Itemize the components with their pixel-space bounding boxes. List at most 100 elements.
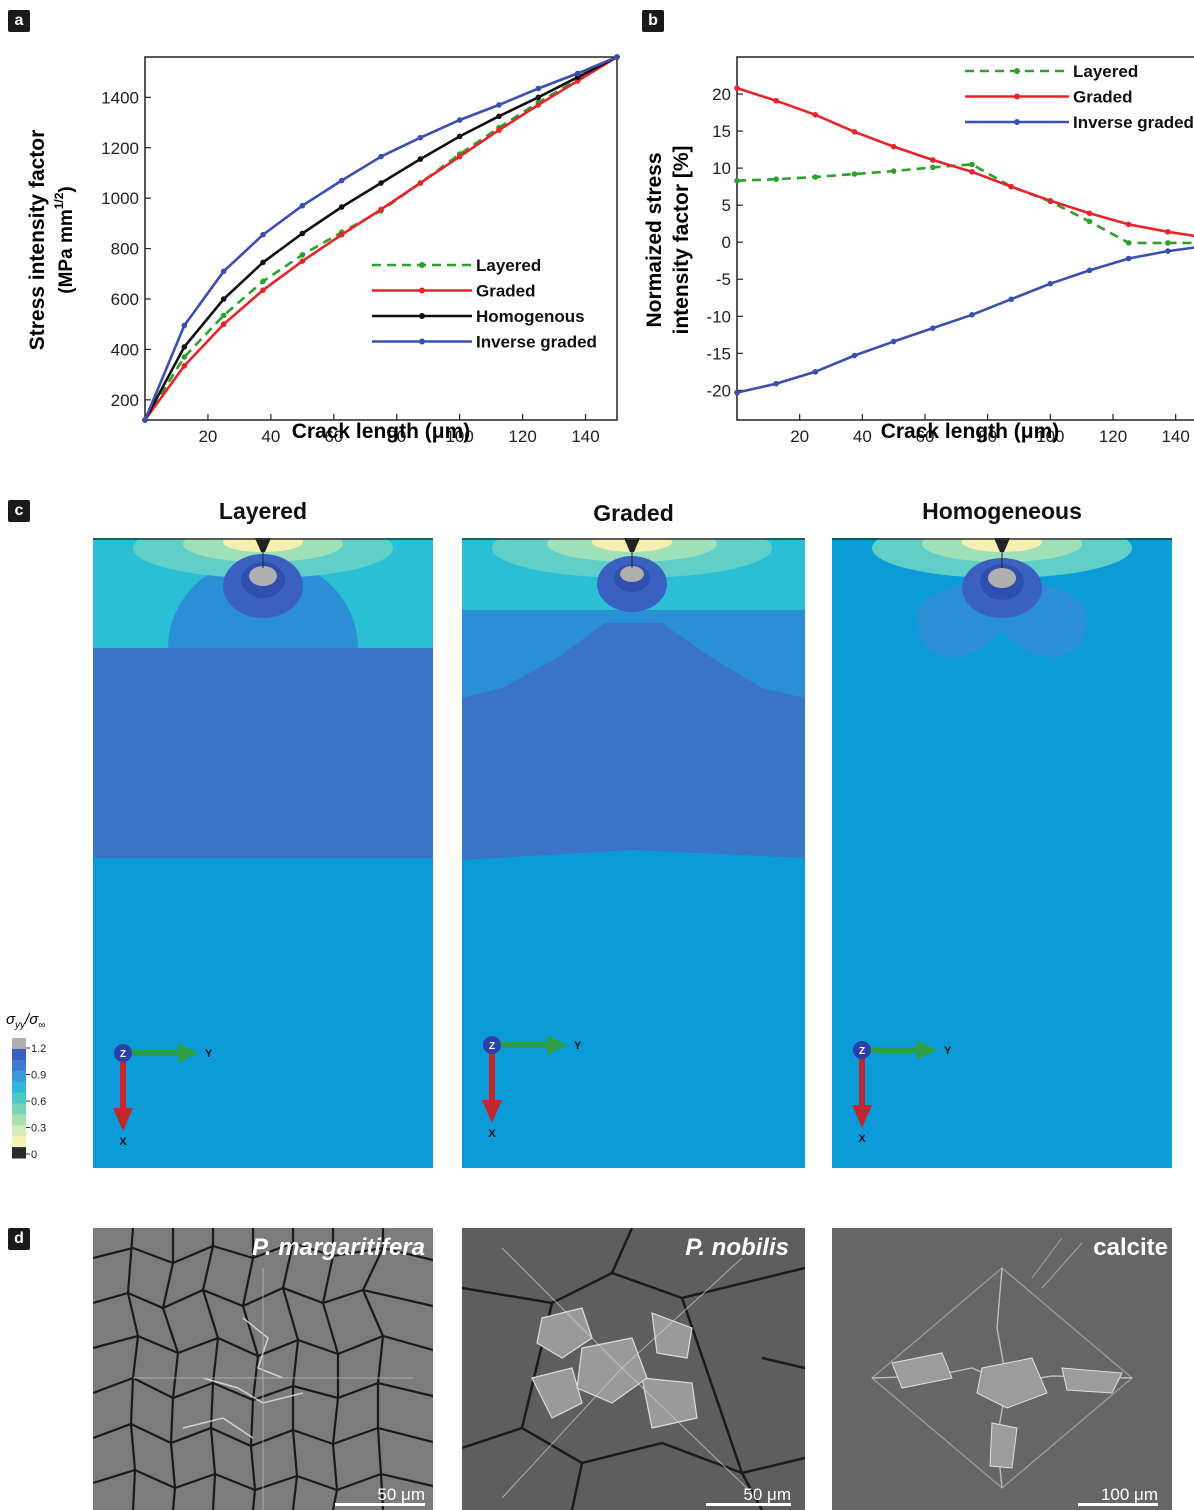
chart-b-ytick-label: -10 bbox=[706, 307, 731, 326]
colorbar-tick-label: 0.3 bbox=[31, 1123, 46, 1135]
chart-a-ytick-label: 200 bbox=[111, 391, 139, 410]
chart-b-point-graded bbox=[930, 157, 936, 163]
stress-colorbar: σyy/σ∞ 1.2 0.9 0.6 0.3 0 bbox=[6, 1011, 46, 1161]
fea-title-layered: Layered bbox=[218, 498, 308, 524]
chart-a-point-homogenous bbox=[456, 133, 463, 140]
svg-text:Z: Z bbox=[120, 1049, 126, 1060]
chart-b-point-inverse-graded bbox=[851, 352, 858, 359]
chart-a-point-inverse-graded bbox=[378, 153, 384, 160]
scalebar-nobilis: 50 μm bbox=[706, 1485, 791, 1506]
chart-b-point-inverse-graded bbox=[773, 380, 779, 387]
chart-b-point-inverse-graded bbox=[930, 325, 936, 331]
chart-b-ytick-label: 5 bbox=[722, 196, 731, 215]
chart-a-point-graded bbox=[535, 102, 542, 108]
chart-a-point-homogenous bbox=[496, 113, 502, 120]
chart-b-point-inverse-graded bbox=[1008, 296, 1014, 303]
chart-a-ylabel-line1: Stress intensity factor bbox=[26, 130, 49, 351]
fea-title-homogeneous: Homogeneous bbox=[922, 498, 1082, 524]
chart-a-point-layered bbox=[260, 278, 266, 285]
chart-b-point-graded bbox=[773, 97, 779, 104]
colorbar-swatch bbox=[12, 1114, 26, 1126]
chart-b-point-inverse-graded bbox=[1086, 267, 1093, 274]
chart-a-xtick-label: 140 bbox=[571, 427, 599, 446]
axis-triad-layered: Z Y X bbox=[113, 1043, 213, 1148]
scalebar-margaritifera: 50 μm bbox=[335, 1485, 425, 1506]
chart-a-point-homogenous bbox=[181, 344, 188, 350]
chart-a-legend-label-inverse-graded: Inverse graded bbox=[476, 333, 597, 352]
chart-a-ytick-label: 400 bbox=[111, 340, 139, 359]
chart-a-point-graded bbox=[181, 363, 188, 369]
chart-a-plot-area bbox=[144, 56, 618, 421]
axis-triad-homogeneous: Z Y X bbox=[852, 1040, 952, 1145]
chart-a-ytick-label: 1400 bbox=[101, 88, 139, 107]
colorbar-swatch bbox=[12, 1136, 26, 1148]
chart-b-plot-area bbox=[736, 56, 1194, 421]
chart-a-xtick-label: 40 bbox=[261, 427, 280, 446]
chart-a-point-inverse-graded bbox=[220, 268, 227, 275]
chart-b-ytick-label: 0 bbox=[722, 233, 731, 252]
sem-label-margaritifera: P. margaritifera bbox=[252, 1234, 425, 1261]
axis-triad-graded: Z Y X bbox=[482, 1035, 582, 1140]
chart-a-point-inverse-graded bbox=[614, 54, 620, 60]
chart-b-point-layered bbox=[930, 164, 936, 171]
chart-a-legend-marker-homogenous bbox=[419, 313, 425, 319]
chart-a-xlabel: Crack length (μm) bbox=[292, 420, 471, 443]
sem-nobilis: P. nobilis 50 μm bbox=[462, 1228, 805, 1510]
chart-a-ytick-label: 1000 bbox=[101, 189, 139, 208]
sem-label-nobilis: P. nobilis bbox=[685, 1234, 789, 1261]
chart-b-series-inverse-graded bbox=[736, 246, 1194, 394]
chart-b-ylabel-line2: intensity factor [%] bbox=[670, 145, 693, 334]
chart-a-legend-label-homogenous: Homogenous bbox=[476, 307, 585, 326]
chart-a-xtick-label: 60 bbox=[324, 427, 343, 446]
chart-b-point-layered bbox=[773, 176, 779, 183]
chart-a-xtick-label: 100 bbox=[445, 427, 473, 446]
colorbar-swatch bbox=[12, 1092, 26, 1104]
chart-a-point-inverse-graded bbox=[181, 322, 188, 329]
chart-a-point-graded bbox=[496, 127, 502, 133]
chart-b-series-layered bbox=[736, 163, 1194, 245]
svg-text:Y: Y bbox=[944, 1045, 952, 1057]
chart-b-point-layered bbox=[1125, 240, 1132, 246]
svg-text:X: X bbox=[488, 1128, 496, 1140]
chart-a-xtick-label: 120 bbox=[508, 427, 536, 446]
sem-margaritifera: P. margaritifera 50 μm bbox=[93, 1228, 433, 1510]
fea-graded: Z Y X bbox=[462, 538, 805, 1168]
sem-label-calcite: calcite bbox=[1093, 1234, 1168, 1261]
colorbar-tick-label: 0.9 bbox=[31, 1070, 46, 1082]
chart-b-point-graded bbox=[1165, 229, 1171, 235]
chart-b-point-layered bbox=[734, 177, 740, 184]
chart-b-ytick-label: -20 bbox=[706, 381, 731, 400]
chart-a-point-homogenous bbox=[220, 296, 227, 302]
chart-b-legend-label-inverse-graded: Inverse graded bbox=[1073, 113, 1194, 132]
chart-a-point-homogenous bbox=[299, 230, 306, 237]
colorbar-swatch bbox=[12, 1103, 26, 1115]
chart-b-point-layered bbox=[1165, 240, 1171, 246]
chart-a-point-inverse-graded bbox=[456, 117, 463, 123]
colorbar-swatch bbox=[12, 1059, 26, 1072]
scalebar-calcite: 100 μm bbox=[1078, 1485, 1158, 1506]
chart-a-xtick-label: 80 bbox=[387, 427, 406, 446]
chart-b-point-inverse-graded bbox=[1125, 255, 1132, 262]
chart-a-ylabel-line2: (MPa mm1/2) bbox=[52, 186, 77, 293]
chart-b-point-layered bbox=[969, 161, 975, 168]
chart-b-xtick-label: 40 bbox=[853, 427, 872, 446]
chart-a-point-layered bbox=[220, 312, 227, 319]
chart-b-point-graded bbox=[734, 85, 740, 91]
colorbar-tick-label: 1.2 bbox=[31, 1043, 46, 1055]
chart-b-point-graded bbox=[812, 111, 819, 118]
chart-b-point-inverse-graded bbox=[812, 369, 819, 375]
colorbar-tick-label: 0.6 bbox=[31, 1096, 46, 1108]
chart-a-xtick-label: 20 bbox=[198, 427, 217, 446]
chart-a-point-homogenous bbox=[378, 180, 384, 186]
chart-a-legend-label-layered: Layered bbox=[476, 256, 541, 275]
chart-a-point-graded bbox=[260, 287, 266, 293]
chart-a-point-layered bbox=[181, 354, 188, 360]
chart-a-point-graded bbox=[338, 231, 345, 238]
fea-layered: Z Y X bbox=[93, 538, 433, 1168]
svg-text:Y: Y bbox=[574, 1040, 582, 1052]
chart-b-ytick-label: 20 bbox=[712, 85, 731, 104]
chart-b-xlabel: Crack length (μm) bbox=[881, 420, 1060, 443]
colorbar-swatch bbox=[12, 1070, 26, 1083]
chart-a-point-graded bbox=[220, 321, 227, 328]
fea-homogeneous: Z Y X bbox=[832, 538, 1172, 1168]
